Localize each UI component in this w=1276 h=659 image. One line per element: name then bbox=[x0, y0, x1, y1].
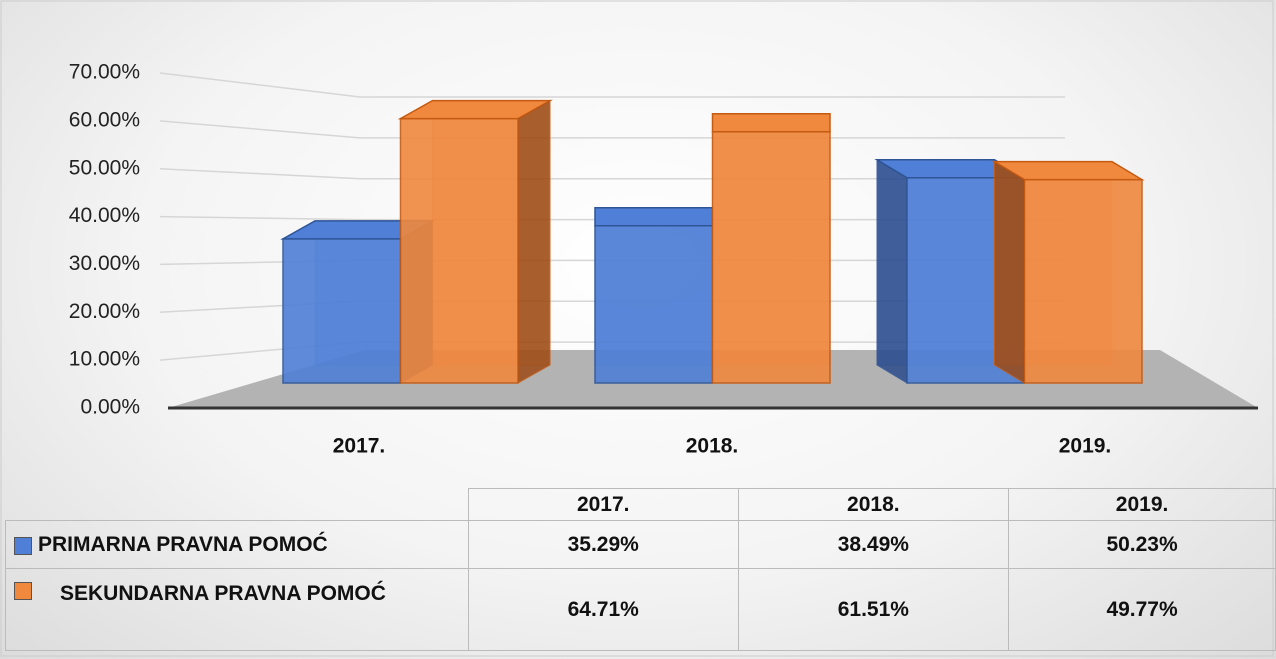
grid-line bbox=[159, 120, 1065, 139]
bar bbox=[711, 130, 831, 384]
bar-side bbox=[517, 99, 551, 384]
y-tick-label: 20.00% bbox=[69, 300, 140, 323]
y-tick-label: 10.00% bbox=[69, 348, 140, 371]
legend-cell: SEKUNDARNA PRAVNA POMOĆ bbox=[5, 568, 469, 651]
bar-side bbox=[876, 158, 908, 384]
y-tick-label: 40.00% bbox=[69, 204, 140, 227]
y-tick-label: 60.00% bbox=[69, 108, 140, 131]
table-value: 35.29% bbox=[467, 520, 739, 569]
table-value: 49.77% bbox=[1008, 568, 1276, 651]
legend-key bbox=[14, 537, 32, 555]
bar-top bbox=[594, 206, 714, 227]
x-tick-label: 2017. bbox=[333, 435, 386, 458]
table-value: 61.51% bbox=[737, 568, 1010, 651]
grid-line bbox=[159, 72, 1065, 98]
bar bbox=[282, 238, 402, 384]
bar-side bbox=[994, 160, 1025, 384]
y-tick-label: 30.00% bbox=[69, 252, 140, 275]
column-header: 2019. bbox=[1008, 488, 1276, 521]
data-table: 2017. 2018. 2019. PRIMARNA PRAVNA POMOĆ 35.… bbox=[5, 488, 1276, 651]
legend-cell: PRIMARNA PRAVNA POMOĆ bbox=[5, 520, 469, 569]
table-row: PRIMARNA PRAVNA POMOĆ 35.29% 38.49% 50.23% bbox=[5, 520, 1276, 569]
legend-label: PRIMARNA PRAVNA POMOĆ bbox=[38, 532, 328, 556]
table-row: SEKUNDARNA PRAVNA POMOĆ 64.71% 61.51% 49.77… bbox=[5, 568, 1276, 651]
bar-top bbox=[711, 112, 831, 133]
y-tick-label: 50.00% bbox=[69, 156, 140, 179]
column-header: 2017. bbox=[467, 488, 739, 521]
bar bbox=[399, 117, 519, 384]
x-tick-label: 2019. bbox=[1059, 435, 1112, 458]
legend-key bbox=[14, 582, 32, 600]
y-tick-label: 0.00% bbox=[80, 396, 140, 419]
y-tick-label: 70.00% bbox=[69, 61, 140, 84]
table-value: 50.23% bbox=[1008, 520, 1276, 569]
x-tick-label: 2018. bbox=[686, 435, 739, 458]
bar bbox=[1023, 178, 1143, 384]
column-header: 2018. bbox=[737, 488, 1010, 521]
table-value: 64.71% bbox=[467, 568, 739, 651]
bar bbox=[594, 224, 714, 384]
table-value: 38.49% bbox=[737, 520, 1010, 569]
legend-label: SEKUNDARNA PRAVNA POMOĆ bbox=[60, 582, 386, 605]
